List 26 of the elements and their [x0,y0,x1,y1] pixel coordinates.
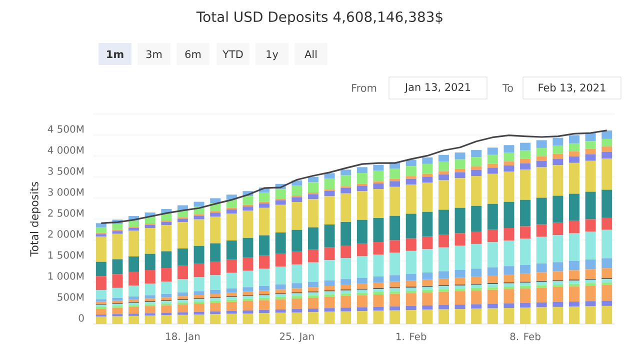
text: Jan 13, 2021 [404,83,470,93]
y-tick-label: 3 500M [48,167,84,175]
text: 6m [185,50,201,58]
text: All [304,50,317,58]
chart-title: Total USD Deposits 4,608,146,383$ [196,11,442,25]
text: From [352,84,376,92]
y-tick-label: 4 500M [48,125,84,133]
text: Feb 13, 2021 [538,83,606,93]
y-tick-label: 1 000M [48,272,84,280]
y-tick-label: 4 000M [48,146,84,154]
x-tick-label: 25. Jan [280,332,314,342]
text: 3m [146,50,162,58]
text: 1y [266,50,278,60]
y-tick-label: 3 000M [48,188,84,196]
y-tick-label: 0 [78,314,84,322]
x-tick-label: 8. Feb [510,332,540,340]
y-tick-label: 1 500M [48,251,84,259]
text: YTD [222,50,243,58]
text: 1m [107,50,124,58]
text: To [502,84,513,92]
x-tick-label: 18. Jan [166,332,200,342]
y-tick-label: 2 000M [48,230,84,238]
x-tick-label: 1. Feb [396,332,426,340]
y-tick-label: 500M [58,293,84,301]
y-axis-title: Total deposits [30,182,41,257]
y-tick-label: 2 500M [48,209,84,217]
